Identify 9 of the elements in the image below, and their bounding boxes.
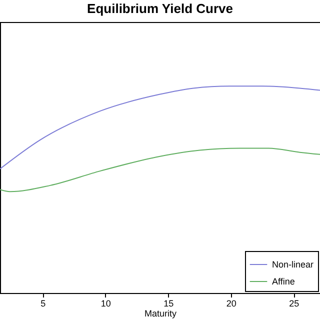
x-axis-title: Maturity <box>144 308 177 318</box>
x-tick-label: 25 <box>289 298 300 308</box>
x-tick-label: 5 <box>40 298 46 308</box>
x-tick-label: 10 <box>100 298 111 308</box>
x-tick-label: 15 <box>164 298 174 308</box>
x-tick-label: 20 <box>226 298 236 308</box>
legend-label: Affine <box>272 276 295 286</box>
legend-label: Non-linear <box>272 260 314 270</box>
chart-title: Equilibrium Yield Curve <box>87 1 233 16</box>
